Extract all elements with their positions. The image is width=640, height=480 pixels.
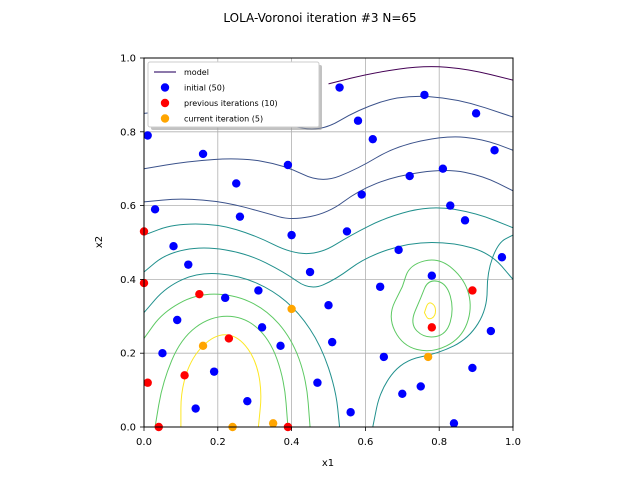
x-tick-label: 0.2 bbox=[210, 437, 226, 448]
x-axis-label: x1 bbox=[322, 458, 334, 469]
point-initial bbox=[427, 271, 437, 280]
point-initial bbox=[150, 205, 160, 214]
point-initial bbox=[420, 90, 429, 100]
point-initial bbox=[305, 267, 315, 277]
y-tick-label: 0.0 bbox=[120, 423, 136, 434]
contour-line bbox=[144, 207, 513, 255]
x-tick-label: 0.0 bbox=[136, 437, 152, 448]
point-initial bbox=[342, 227, 352, 236]
contour-line bbox=[144, 241, 513, 288]
legend-label: initial (50) bbox=[184, 84, 225, 93]
legend-marker-swatch bbox=[160, 98, 170, 108]
point-initial bbox=[287, 230, 296, 240]
point-initial bbox=[243, 396, 252, 406]
legend-marker-swatch bbox=[160, 83, 170, 92]
point-initial bbox=[416, 382, 425, 391]
point-initial bbox=[394, 245, 403, 255]
point-initial bbox=[497, 253, 507, 262]
point-initial bbox=[209, 367, 219, 376]
point-initial bbox=[460, 216, 470, 225]
point-initial bbox=[184, 260, 193, 269]
point-initial bbox=[449, 419, 459, 428]
point-current bbox=[287, 304, 296, 314]
contour-line bbox=[390, 259, 471, 352]
chart-title: LOLA-Voronoi iteration #3 N=65 bbox=[223, 11, 416, 25]
point-initial bbox=[257, 323, 267, 332]
y-axis-label: x2 bbox=[94, 236, 105, 248]
y-tick-label: 1.0 bbox=[120, 54, 136, 65]
legend: model initial (50) previous iterations (10… bbox=[147, 61, 322, 130]
contour-line bbox=[328, 66, 513, 85]
x-tick-label: 0.6 bbox=[357, 437, 373, 448]
point-initial bbox=[143, 131, 152, 140]
point-initial bbox=[471, 109, 481, 118]
point-initial bbox=[335, 83, 344, 92]
y-tick-label: 0.8 bbox=[120, 127, 136, 138]
point-initial bbox=[313, 378, 322, 387]
contour-line bbox=[412, 280, 453, 338]
point-initial bbox=[235, 212, 245, 221]
point-initial bbox=[276, 341, 285, 351]
point-initial bbox=[375, 282, 385, 291]
contour-line bbox=[144, 293, 311, 427]
point-initial bbox=[353, 116, 363, 125]
point-current bbox=[423, 352, 433, 362]
point-initial bbox=[254, 286, 263, 295]
y-tick-label: 0.4 bbox=[120, 275, 136, 286]
contour-line bbox=[180, 334, 262, 427]
point-initial bbox=[446, 201, 455, 210]
x-tick-label: 1.0 bbox=[505, 437, 521, 448]
plot-frame bbox=[143, 57, 514, 428]
point-initial bbox=[490, 146, 499, 155]
data-points bbox=[139, 83, 507, 432]
point-initial bbox=[283, 160, 293, 170]
legend-marker-swatch bbox=[160, 114, 170, 123]
contour-line bbox=[154, 315, 289, 427]
contour-line bbox=[423, 302, 437, 320]
point-initial bbox=[486, 326, 496, 336]
contour-line bbox=[144, 170, 513, 220]
point-initial bbox=[324, 301, 333, 310]
contour-line bbox=[144, 136, 513, 180]
point-initial bbox=[346, 408, 355, 417]
point-initial bbox=[379, 352, 389, 362]
legend-label: previous iterations (10) bbox=[184, 99, 278, 108]
y-axis: 0.0 0.2 0.4 0.6 0.8 1.0 bbox=[120, 54, 144, 434]
point-initial bbox=[327, 337, 337, 347]
point-initial bbox=[191, 404, 200, 413]
point-initial bbox=[357, 190, 366, 199]
x-tick-label: 0.4 bbox=[284, 437, 300, 448]
point-previous bbox=[468, 286, 477, 295]
x-tick-label: 0.8 bbox=[431, 437, 447, 448]
point-previous bbox=[180, 371, 189, 380]
y-tick-label: 0.6 bbox=[120, 201, 136, 212]
contour-line bbox=[144, 273, 341, 427]
point-initial bbox=[438, 164, 448, 173]
point-initial bbox=[398, 389, 407, 398]
y-tick-label: 0.2 bbox=[120, 349, 136, 360]
legend-box bbox=[147, 61, 320, 128]
contour-line bbox=[372, 234, 513, 427]
point-initial bbox=[232, 179, 241, 188]
point-previous bbox=[195, 289, 204, 299]
point-current bbox=[198, 341, 208, 351]
point-initial bbox=[158, 349, 167, 358]
point-initial bbox=[368, 134, 377, 144]
legend-label: model bbox=[184, 68, 209, 77]
point-initial bbox=[173, 315, 182, 325]
point-initial bbox=[468, 363, 477, 373]
point-initial bbox=[169, 241, 178, 251]
point-previous bbox=[224, 334, 234, 343]
point-previous bbox=[427, 323, 437, 332]
legend-label: current iteration (5) bbox=[184, 115, 263, 124]
point-initial bbox=[405, 171, 414, 181]
point-initial bbox=[198, 149, 208, 159]
point-initial bbox=[220, 293, 230, 303]
point-previous bbox=[143, 378, 152, 387]
point-current bbox=[268, 419, 278, 428]
x-axis: 0.0 0.2 0.4 0.6 0.8 1.0 bbox=[136, 427, 521, 448]
